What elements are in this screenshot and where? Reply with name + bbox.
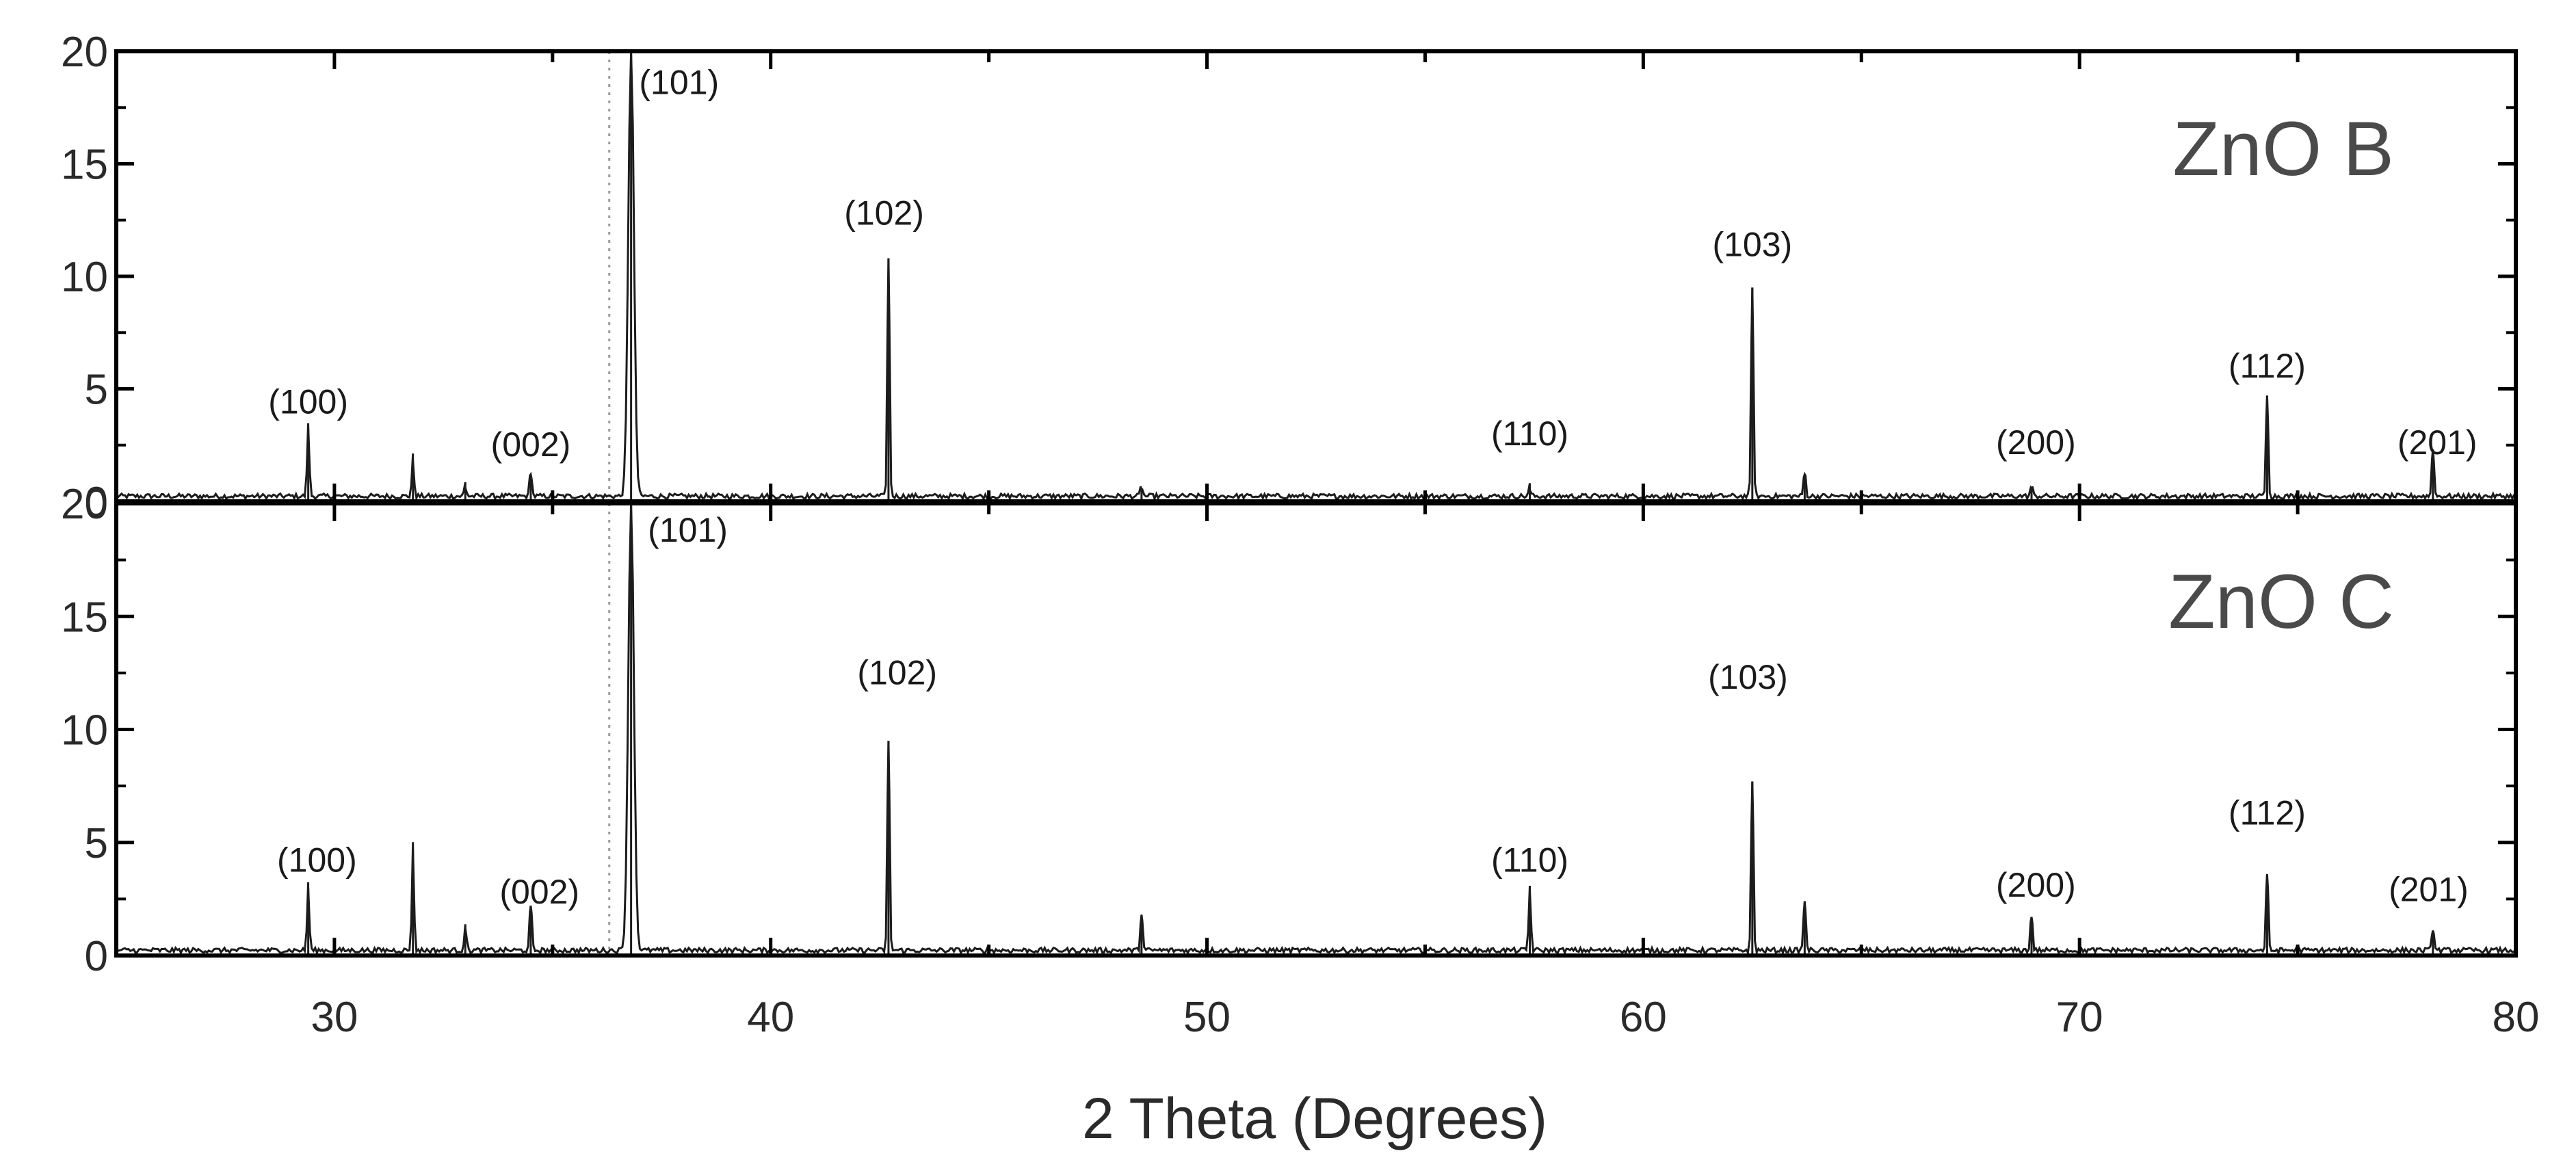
x-tick-label: 80 [2493, 994, 2540, 1041]
panel-zno-c: 0 5 10 15 20 ZnO C (100) (002) (101) (102) (110) (1… [61, 481, 2518, 980]
peak-label: (100) [277, 841, 357, 880]
panel-zno-b: 0 5 10 15 20 ZnO B (100) (002) (101) (102) (110) (1… [61, 29, 2518, 526]
y-tick-label: 20 [61, 29, 108, 76]
y-tick-label: 10 [61, 254, 108, 301]
peak-label: (112) [2229, 347, 2306, 385]
peak-label: (201) [2389, 871, 2469, 909]
peak-label: (102) [844, 194, 924, 232]
plot-frame [114, 501, 2518, 958]
y-tick-label: 20 [61, 481, 108, 528]
x-tick-label: 30 [311, 994, 358, 1041]
x-tick-label: 50 [1183, 994, 1231, 1041]
y-tick-label: 15 [61, 594, 108, 641]
y-tick-label: 15 [61, 142, 108, 189]
xrd-trace [115, 503, 2517, 956]
panel-label: ZnO B [2172, 106, 2394, 192]
peak-label: (002) [499, 873, 579, 911]
peak-label: (103) [1708, 658, 1788, 696]
peak-label: (101) [639, 64, 719, 102]
peak-label: (201) [2397, 423, 2478, 462]
peak-label: (110) [1491, 841, 1568, 880]
peak-label: (112) [2229, 793, 2306, 832]
peak-label: (200) [1996, 423, 2076, 462]
panel-label: ZnO C [2168, 559, 2394, 644]
peak-label: (002) [491, 425, 571, 464]
y-tick-label: 5 [85, 820, 108, 867]
y-tick-label: 0 [85, 479, 108, 526]
peak-label: (200) [1996, 866, 2076, 904]
x-tick-label: 70 [2056, 994, 2103, 1041]
peak-label: (101) [648, 511, 728, 549]
x-axis-title: 2 Theta (Degrees) [1082, 1086, 1547, 1150]
peak-label: (100) [268, 383, 348, 421]
y-tick-label: 0 [85, 933, 108, 980]
peak-label: (103) [1712, 225, 1792, 263]
x-tick-label: 60 [1620, 994, 1667, 1041]
xrd-trace [115, 51, 2516, 502]
plot-frame [114, 49, 2518, 503]
peak-label: (102) [857, 653, 937, 691]
y-tick-label: 10 [61, 707, 108, 754]
x-tick-label: 40 [747, 994, 794, 1041]
peak-label: (110) [1491, 414, 1568, 453]
y-tick-label: 5 [85, 367, 108, 414]
